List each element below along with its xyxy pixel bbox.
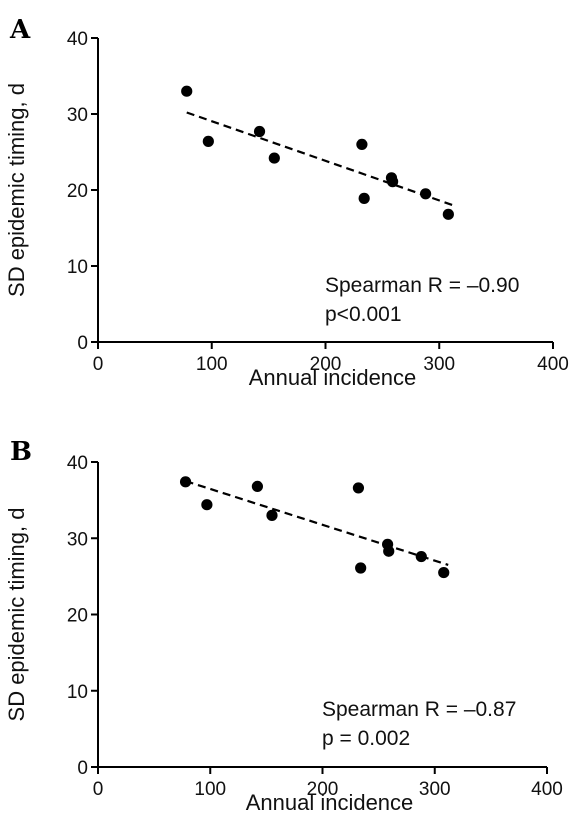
x-tick-label: 400 (537, 354, 569, 375)
y-axis-title: SD epidemic timing, d (4, 508, 29, 722)
x-tick-label: 300 (419, 779, 451, 800)
data-point (442, 208, 454, 220)
data-point (266, 509, 278, 521)
y-tick-label: 10 (67, 257, 88, 278)
data-point (355, 562, 367, 574)
data-point (383, 545, 395, 557)
data-point (251, 480, 263, 492)
data-point (387, 176, 399, 188)
y-tick-label: 20 (67, 606, 88, 627)
y-tick-label: 0 (77, 758, 88, 779)
data-point (179, 476, 192, 488)
y-tick-label: 40 (67, 453, 88, 474)
y-tick-label: 0 (77, 333, 88, 354)
annotation-text: p<0.001 (325, 303, 402, 326)
regression-line (186, 111, 454, 207)
x-axis-title: Annual incidence (246, 790, 414, 815)
x-tick-label: 0 (93, 354, 104, 375)
data-point (420, 188, 432, 200)
x-axis-title: Annual incidence (249, 365, 417, 390)
regression-line (185, 480, 449, 566)
x-tick-label: 0 (93, 779, 104, 800)
panel-letter: B (10, 437, 32, 467)
data-point (253, 125, 266, 138)
data-point (352, 482, 365, 494)
data-point (181, 85, 193, 97)
annotation-text: Spearman R = –0.90 (325, 274, 519, 297)
data-point (201, 499, 213, 511)
y-tick-label: 40 (67, 29, 88, 50)
annotation-text: p = 0.002 (322, 727, 410, 750)
x-tick-label: 200 (307, 779, 339, 800)
annotation-text: Spearman R = –0.87 (322, 698, 516, 721)
x-tick-label: 100 (196, 354, 228, 375)
y-axis-title: SD epidemic timing, d (4, 83, 29, 297)
data-point (438, 566, 450, 579)
data-point (358, 192, 370, 204)
x-tick-label: 300 (423, 354, 455, 375)
x-tick-label: 400 (531, 779, 563, 800)
y-tick-label: 30 (67, 529, 88, 550)
data-point (415, 550, 427, 563)
data-point (268, 152, 280, 164)
x-tick-label: 100 (194, 779, 226, 800)
y-tick-label: 30 (67, 105, 88, 126)
panel-letter: A (9, 15, 31, 45)
y-tick-label: 10 (67, 682, 88, 703)
data-point (356, 138, 368, 150)
y-tick-label: 20 (67, 181, 88, 202)
data-point (202, 135, 214, 147)
x-tick-label: 200 (310, 354, 342, 375)
